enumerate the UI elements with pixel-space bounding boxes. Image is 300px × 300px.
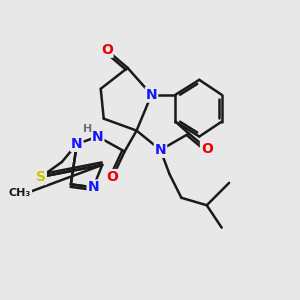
Text: N: N (92, 130, 103, 144)
Text: N: N (88, 180, 99, 194)
Text: H: H (83, 124, 92, 134)
Text: CH₃: CH₃ (9, 188, 31, 198)
Text: O: O (201, 142, 213, 155)
Text: S: S (36, 170, 46, 184)
Text: O: O (107, 170, 118, 184)
Text: N: N (71, 137, 83, 151)
Text: N: N (146, 88, 157, 102)
Text: N: N (154, 143, 166, 157)
Text: O: O (101, 43, 112, 57)
